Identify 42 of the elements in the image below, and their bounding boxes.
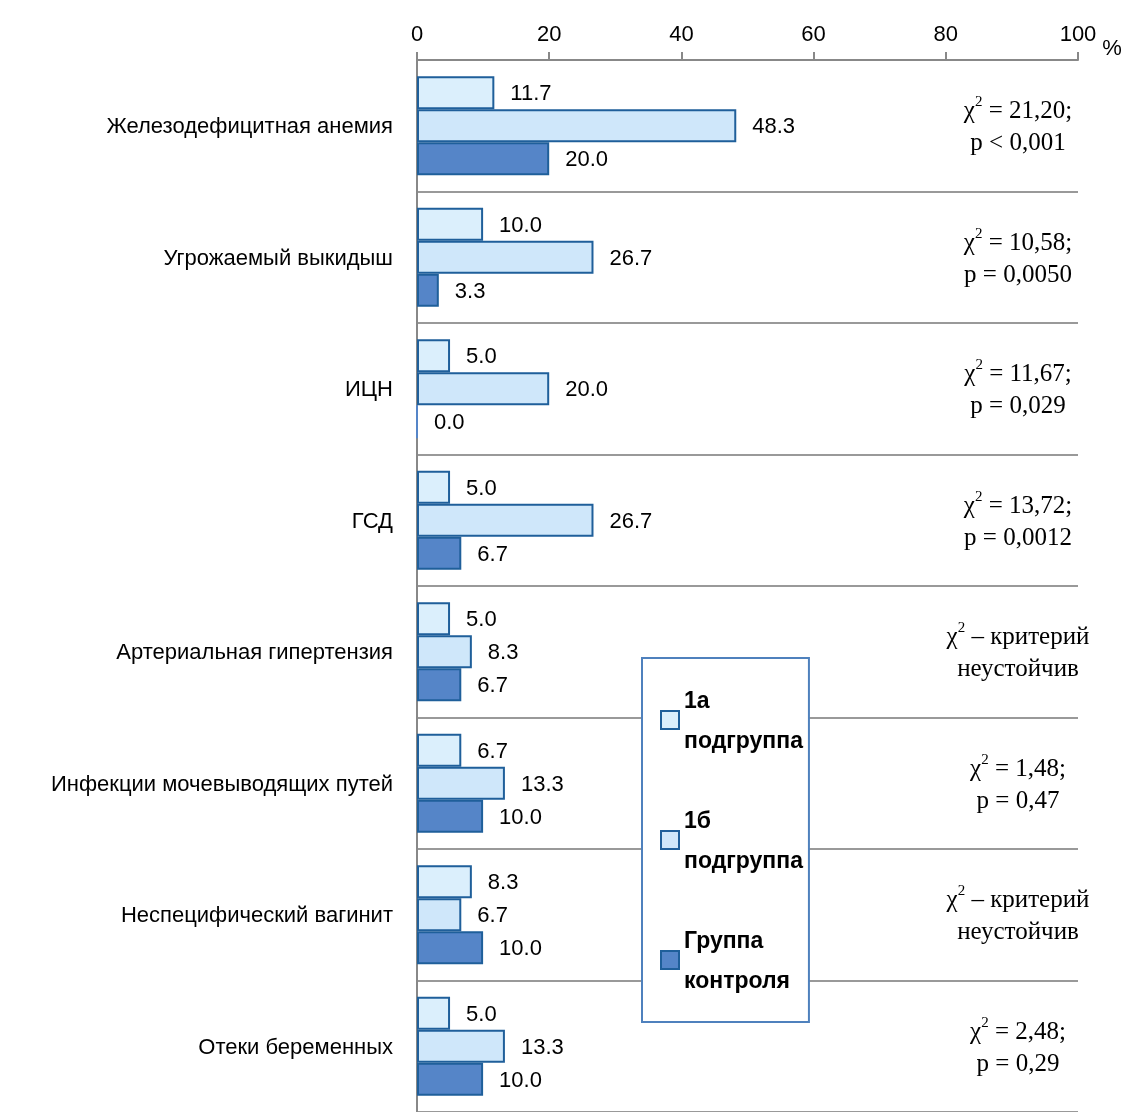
data-label: 6.7	[477, 902, 508, 928]
data-label: 20.0	[565, 146, 609, 172]
data-label: 13.3	[520, 1033, 564, 1059]
y-tick-label: Угрожаемый выкидыш	[163, 244, 393, 270]
data-label: 5.0	[466, 606, 497, 632]
x-tick-label: 80	[933, 20, 959, 46]
x-tick-label: 20	[536, 20, 562, 46]
y-tick-label: Артериальная гипертензия	[116, 639, 393, 665]
data-label: 48.3	[752, 113, 796, 139]
y-tick-label: Железодефицитная анемия	[106, 113, 393, 139]
data-label: 5.0	[466, 474, 497, 500]
x-tick-label: 60	[801, 20, 826, 46]
data-label: 0.0	[434, 409, 465, 435]
data-label: 26.7	[609, 507, 653, 533]
data-label: 6.7	[477, 737, 508, 763]
data-label: 3.3	[454, 277, 486, 303]
data-label: 11.7	[510, 80, 552, 106]
y-tick-label: Отеки беременных	[198, 1033, 393, 1059]
data-label: 5.0	[466, 1000, 497, 1026]
data-label: 8.3	[487, 639, 519, 665]
data-label: 13.3	[520, 770, 564, 796]
y-tick-label: Неспецифический вагинит	[120, 902, 393, 928]
data-label: 6.7	[477, 540, 508, 566]
data-label: 10.0	[499, 1066, 542, 1092]
y-tick-label: ИЦН	[345, 376, 393, 402]
legend-label: 1а подгруппа	[684, 687, 804, 753]
data-label: 10.0	[499, 803, 542, 829]
data-label: 10.0	[499, 935, 542, 961]
x-tick-label: 0	[410, 20, 424, 46]
legend-label: Группа контроля	[684, 927, 790, 993]
y-tick-label: ГСД	[351, 507, 394, 533]
y-tick-label: Инфекции мочевыводящих путей	[51, 770, 393, 796]
x-tick-label: 100	[1059, 20, 1097, 46]
data-label: 6.7	[477, 672, 508, 698]
legend-label: 1б подгруппа	[684, 807, 804, 873]
data-label: 26.7	[609, 244, 653, 270]
data-label: 8.3	[487, 869, 519, 895]
data-label: 5.0	[466, 343, 497, 369]
data-label: 20.0	[565, 376, 609, 402]
x-axis-title: %	[1102, 34, 1122, 60]
x-tick-label: 40	[669, 20, 694, 46]
data-label: 10.0	[499, 211, 542, 237]
